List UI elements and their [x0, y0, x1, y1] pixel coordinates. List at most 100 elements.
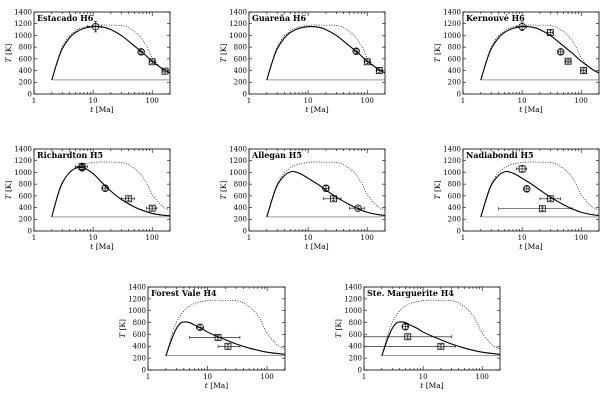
y-axis-label: T [K]: [433, 44, 442, 63]
circle-marker: [137, 48, 145, 56]
plot-frame: [363, 286, 501, 371]
data-point: [546, 29, 554, 36]
y-tick-label: 800: [448, 44, 461, 52]
data-point: [516, 21, 528, 32]
data-point: [196, 323, 204, 332]
plot-frame: [462, 11, 600, 95]
y-tick-label: 0: [28, 227, 32, 235]
y-tick-label: 1400: [443, 145, 461, 153]
square-marker: [330, 195, 337, 203]
plot-frame: [248, 11, 386, 95]
y-tick-label: 200: [234, 79, 247, 87]
y-tick-label: 200: [133, 355, 146, 363]
plot-frame: [33, 148, 171, 232]
y-tick-label: 0: [28, 90, 32, 98]
square-marker: [224, 342, 232, 350]
circle-marker: [352, 47, 360, 55]
y-tick-label: 1200: [229, 20, 247, 28]
data-point: [78, 164, 86, 172]
circle-marker: [557, 48, 565, 56]
y-tick-label: 800: [19, 44, 32, 52]
y-tick-label: 200: [19, 216, 32, 224]
plot-area: [165, 299, 285, 356]
data-point: [363, 333, 452, 341]
x-tick-label: 10: [89, 97, 98, 105]
y-tick-label: 1200: [14, 20, 32, 28]
y-tick-label: 200: [448, 216, 461, 224]
x-tick-label: 1: [247, 97, 251, 105]
envelope-curve: [480, 24, 599, 81]
y-tick-label: 1000: [443, 169, 461, 177]
x-axis-label: t [Ma]: [420, 381, 443, 390]
x-tick-label: 100: [476, 373, 489, 381]
model-curve: [266, 170, 385, 218]
data-point: [557, 48, 565, 56]
data-point: [498, 205, 573, 213]
y-tick-label: 800: [19, 181, 32, 189]
x-tick-label: 10: [419, 373, 428, 381]
panel-title: Kernouvé H6: [466, 13, 525, 23]
envelope-curve: [51, 161, 170, 218]
panel-title: Allegan H5: [251, 150, 302, 160]
data-point: [539, 195, 562, 203]
data-point: [148, 58, 156, 66]
y-axis-label: T [K]: [334, 319, 343, 338]
x-tick-label: 10: [518, 234, 527, 242]
y-tick-label: 600: [133, 331, 146, 339]
y-tick-label: 200: [448, 79, 461, 87]
x-tick-label: 100: [146, 234, 159, 242]
envelope-curve: [165, 299, 285, 356]
plot-area: [51, 161, 170, 218]
circle-marker: [101, 184, 109, 192]
data-point: [101, 184, 109, 192]
y-tick-label: 600: [349, 331, 362, 339]
plot-frame: [147, 286, 286, 371]
circle-marker: [91, 22, 100, 31]
plot-area: [381, 299, 500, 356]
y-tick-label: 400: [448, 67, 461, 75]
data-point: [363, 58, 371, 66]
square-marker: [546, 29, 554, 36]
x-tick-label: 1: [32, 97, 36, 105]
y-axis-label: T [K]: [219, 44, 228, 63]
x-tick-label: 1: [146, 373, 150, 381]
y-tick-label: 400: [234, 67, 247, 75]
circle-marker: [523, 185, 531, 193]
x-tick-label: 10: [89, 234, 98, 242]
circle-marker: [322, 184, 330, 192]
model-curve: [51, 26, 170, 81]
chart-panel-4: 0 200 400 600 800 1000 1200 1400 1 10 100 t [Ma] T […: [4, 145, 171, 251]
y-axis-label: T [K]: [118, 319, 127, 338]
plot-frame: [248, 148, 386, 232]
circle-marker: [518, 22, 526, 31]
plot-area: [266, 161, 385, 218]
y-tick-label: 1000: [229, 169, 247, 177]
chart-panel-1: 0 200 400 600 800 1000 1200 1400 1 10 100 t [Ma] T […: [4, 8, 171, 114]
x-tick-label: 1: [362, 373, 366, 381]
x-tick-label: 100: [575, 234, 588, 242]
chart-panel-7: 0 200 400 600 800 1000 1200 1400 1 10 100 t [Ma] T […: [118, 283, 286, 390]
square-marker: [214, 333, 222, 341]
data-point: [352, 47, 360, 55]
y-tick-label: 400: [448, 204, 461, 212]
data-point: [401, 323, 410, 331]
data-point: [121, 195, 135, 203]
plot-frame: [33, 11, 171, 95]
y-tick-label: 1400: [14, 145, 32, 153]
chart-panel-2: 0 200 400 600 800 1000 1200 1400 1 10 100 t [Ma] T […: [219, 8, 386, 114]
y-tick-label: 600: [234, 192, 247, 200]
y-tick-label: 600: [19, 192, 32, 200]
chart-panel-5: 0 200 400 600 800 1000 1200 1400 1 10 100 t [Ma] T […: [219, 145, 386, 251]
y-tick-label: 0: [457, 90, 461, 98]
x-tick-label: 1: [32, 234, 36, 242]
data-point: [217, 342, 241, 350]
x-tick-label: 100: [260, 373, 273, 381]
y-tick-label: 600: [448, 192, 461, 200]
data-point: [322, 195, 342, 203]
circle-marker: [196, 323, 204, 332]
y-tick-label: 1000: [229, 32, 247, 40]
x-tick-label: 1: [461, 234, 465, 242]
envelope-curve: [266, 161, 385, 218]
model-curve: [165, 321, 285, 356]
square-marker: [404, 333, 412, 341]
